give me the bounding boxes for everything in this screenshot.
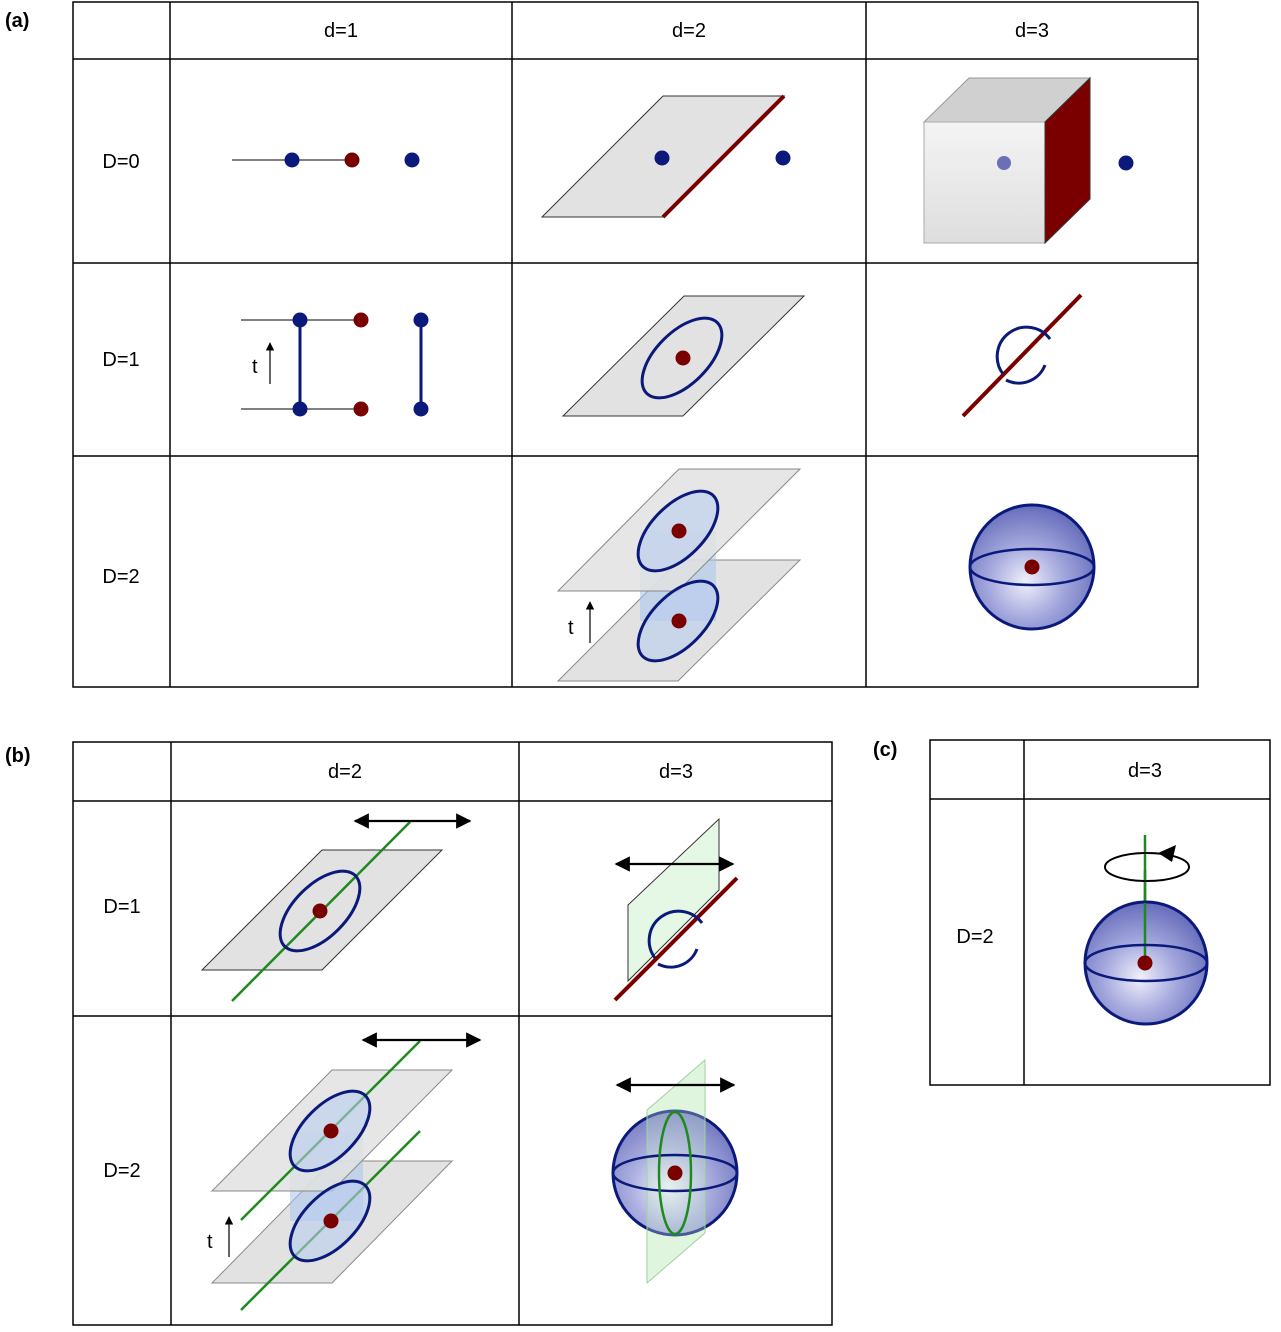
a-D0-d3-cube <box>922 76 1134 245</box>
a-D2-d2-time-label: t <box>568 617 574 639</box>
panel-a-row-D1: D=1 <box>102 349 139 371</box>
panel-b-col-d3: d=3 <box>659 761 693 783</box>
a-D0-d1-points-on-line <box>232 152 420 168</box>
a-D2-d2-stacked-planes <box>556 468 802 682</box>
panel-b-row-D1: D=1 <box>103 896 140 918</box>
a-D2-d3-sphere <box>968 503 1096 631</box>
a-D1-d2-plane-loop <box>561 295 806 417</box>
b-D2-d3-sphere-translation <box>611 1058 739 1285</box>
panel-a-row-D2: D=2 <box>102 566 139 588</box>
b-D1-d2-plane-loop-translation <box>200 813 472 1002</box>
a-D1-d3-line-with-loop <box>961 293 1083 418</box>
panel-a-row-D0: D=0 <box>102 151 139 173</box>
panel-a-col-d2: d=2 <box>672 20 706 42</box>
a-D1-d1-worldlines <box>241 312 429 417</box>
panel-a-col-d3: d=3 <box>1015 20 1049 42</box>
a-D1-d1-time-label: t <box>252 356 258 378</box>
b-D1-d3-line-loop-translation <box>613 817 739 1002</box>
panel-c-table <box>929 739 1271 1086</box>
panel-b-table <box>72 741 833 1326</box>
b-D2-d2-time-label: t <box>207 1231 213 1253</box>
b-D2-d2-stacked-planes-translation <box>210 1032 482 1311</box>
panel-c-label: (c) <box>873 739 897 761</box>
panel-c-col-d3: d=3 <box>1128 760 1162 782</box>
a-D0-d2-plane-with-wall <box>540 94 791 219</box>
panel-b-col-d2: d=2 <box>328 761 362 783</box>
panel-b-row-D2: D=2 <box>103 1160 140 1182</box>
panel-a-table <box>72 1 1199 688</box>
panel-a-col-d1: d=1 <box>324 20 358 42</box>
panel-a-label: (a) <box>5 10 29 32</box>
c-D2-d3-sphere-rotation <box>1083 835 1209 1026</box>
panel-b-label: (b) <box>5 745 31 767</box>
panel-c-row-D2: D=2 <box>956 926 993 948</box>
